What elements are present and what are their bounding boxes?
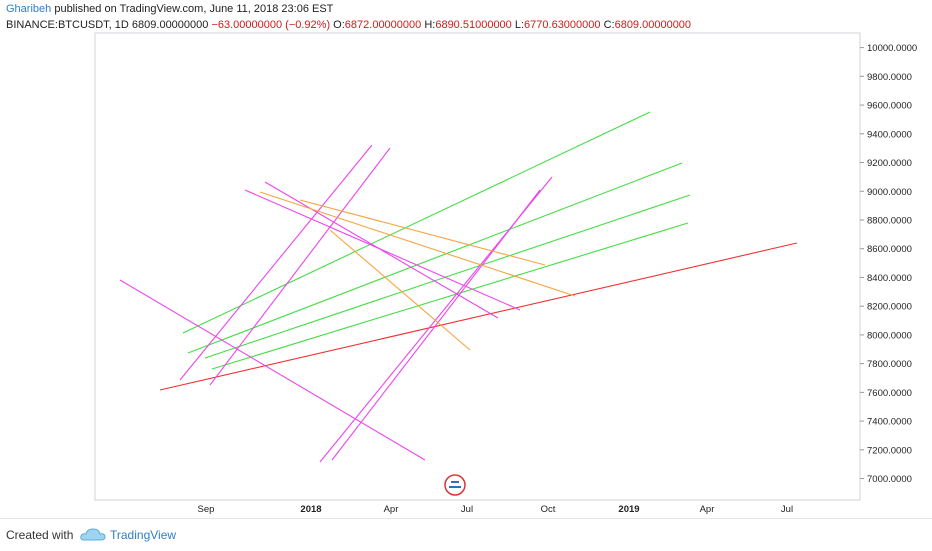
right-axis-tick-label: 9400.0000: [867, 129, 912, 140]
right-axis-tick-label: 7200.0000: [867, 445, 912, 456]
high-value: 6890.51000000: [435, 19, 512, 31]
right-axis-tick-label: 8600.0000: [867, 244, 912, 255]
created-with-label: Created with: [6, 528, 74, 542]
right-axis-tick-label: 7400.0000: [867, 417, 912, 428]
right-axis-tick-label: 8400.0000: [867, 273, 912, 284]
price-chart[interactable]: 85000.0000000065000.0000000049000.000000…: [0, 0, 932, 518]
price-change: −63.00000000 (−0.92%): [211, 19, 331, 31]
close-label: C:: [603, 19, 615, 31]
tradingview-logo-icon: [444, 474, 466, 496]
high-label: H:: [424, 19, 436, 31]
right-axis-tick-label: 7800.0000: [867, 359, 912, 370]
green-channel-line: [204, 194, 691, 359]
x-axis-tick-label: Sep: [198, 504, 215, 515]
x-axis-tick-label: Apr: [384, 504, 399, 515]
open-label: O:: [333, 19, 345, 31]
magenta-fan-line: [209, 147, 391, 386]
magenta-fan-line: [331, 189, 541, 461]
right-axis-tick-label: 10000.0000: [867, 43, 917, 54]
last-price: 6809.00000000: [131, 19, 209, 31]
orange-fan-line: [329, 229, 471, 351]
low-value: 6770.63000000: [524, 19, 601, 31]
magenta-fan-line: [119, 279, 426, 461]
open-value: 6872.00000000: [344, 19, 422, 31]
publish-info: published on TradingView.com, June 11, 2…: [54, 3, 334, 15]
x-axis-tick-label: Jul: [781, 504, 793, 515]
right-axis-tick-label: 8000.0000: [867, 330, 912, 341]
right-axis-tick-label: 7600.0000: [867, 388, 912, 399]
low-label: L:: [514, 19, 525, 31]
symbol-label: BINANCE:BTCUSDT, 1D: [6, 19, 129, 31]
x-axis-tick-label: 2019: [618, 504, 639, 515]
right-axis-tick-label: 8800.0000: [867, 215, 912, 226]
tradingview-cloud-icon: [80, 528, 106, 541]
right-axis-tick-label: 9800.0000: [867, 72, 912, 83]
tradingview-brand[interactable]: TradingView: [110, 528, 177, 542]
right-axis-tick-label: 9600.0000: [867, 101, 912, 112]
orange-fan-line: [299, 199, 546, 266]
right-axis-tick-label: 8200.0000: [867, 302, 912, 313]
right-axis-tick-label: 9000.0000: [867, 187, 912, 198]
x-axis-tick-label: Apr: [700, 504, 715, 515]
author-link[interactable]: Gharibeh: [6, 3, 52, 15]
orange-fan-line: [259, 191, 576, 297]
right-axis-tick-label: 7000.0000: [867, 474, 912, 485]
x-axis-tick-label: Jul: [461, 504, 473, 515]
magenta-fan-line: [264, 181, 499, 319]
green-channel-line: [187, 162, 683, 354]
right-axis-tick-label: 9200.0000: [867, 158, 912, 169]
green-channel-line: [211, 222, 689, 370]
close-value: 6809.00000000: [614, 19, 692, 31]
footer-bar: Created with TradingView: [0, 518, 932, 551]
magenta-fan-line: [179, 144, 373, 381]
green-channel-line: [182, 111, 651, 334]
publish-header: Gharibeh published on TradingView.com, J…: [6, 2, 333, 17]
logo-mark: [449, 481, 461, 488]
ticker-line: BINANCE:BTCUSDT, 1D 6809.00000000 −63.00…: [6, 19, 691, 31]
red-support-line: [159, 242, 798, 391]
x-axis-tick-label: 2018: [300, 504, 321, 515]
x-axis-tick-label: Oct: [541, 504, 556, 515]
